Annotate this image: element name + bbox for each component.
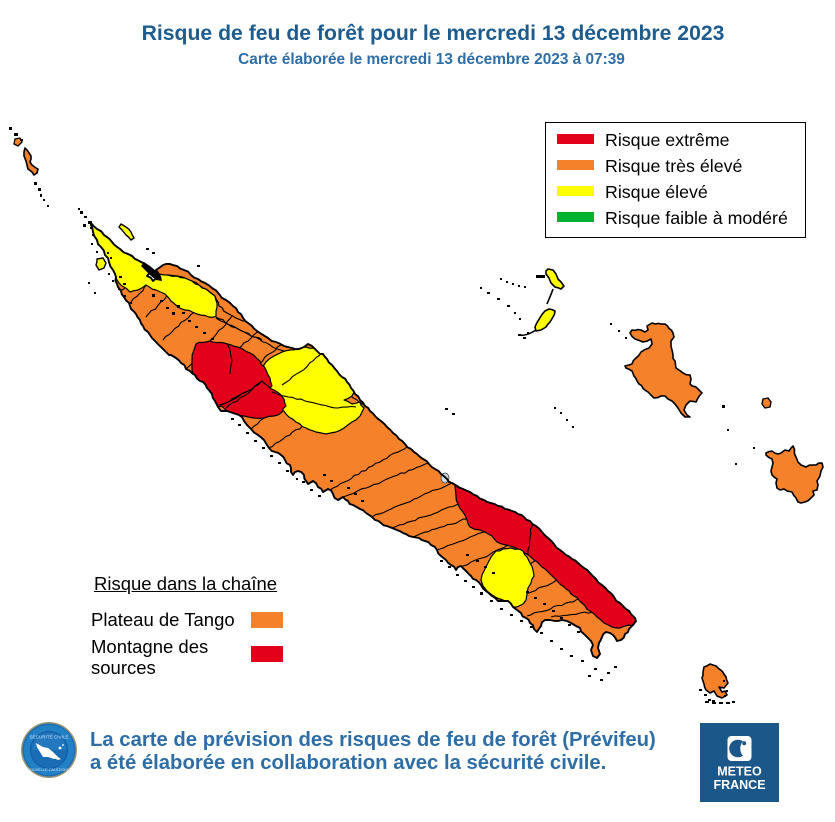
svg-text:SÉCURITÉ CIVILE: SÉCURITÉ CIVILE	[29, 734, 68, 740]
svg-text:FRANCE: FRANCE	[713, 778, 765, 792]
svg-text:METEO: METEO	[717, 765, 762, 779]
svg-text:NOUVELLE-CALÉDONIE: NOUVELLE-CALÉDONIE	[27, 767, 71, 772]
